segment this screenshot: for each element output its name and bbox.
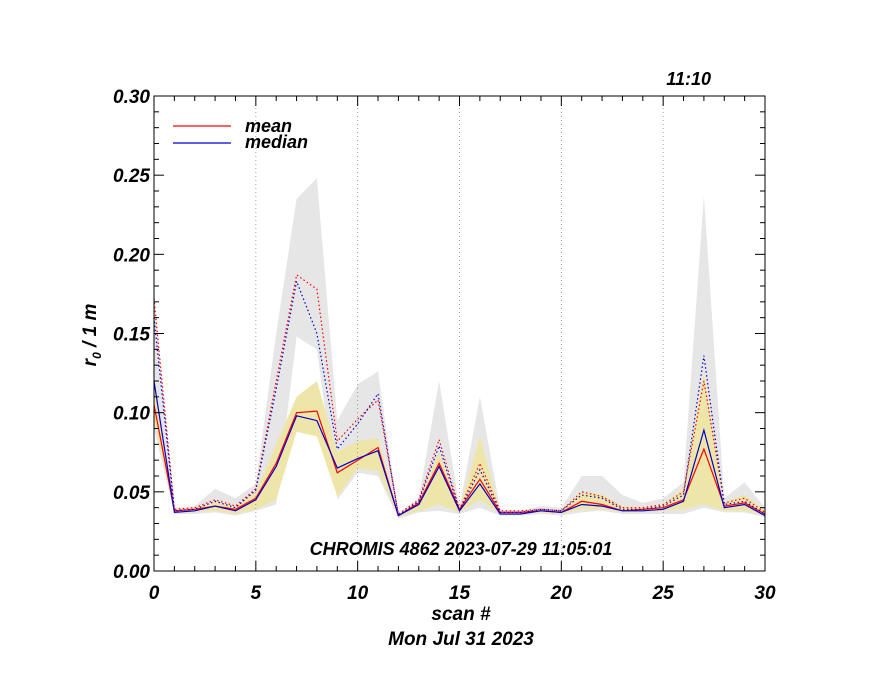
x-tick-label-15: 15 <box>449 583 471 604</box>
x-tick-label-0: 0 <box>149 583 160 604</box>
ticks-layer: 0 5 10 15 20 25 30 0.00 0.05 0.10 0.15 0.20 0.25 0.30 <box>113 87 776 604</box>
svg-text:r0 / 1 m: r0 / 1 m <box>80 304 104 367</box>
date-label: Mon Jul 31 2023 <box>388 629 534 650</box>
inner-band <box>154 373 765 518</box>
series-mean-dotted <box>153 273 766 516</box>
x-tick-label-10: 10 <box>347 583 369 604</box>
x-tick-label-5: 5 <box>251 583 262 604</box>
series-median-solid <box>153 380 766 517</box>
time-label: 11:10 <box>666 69 711 89</box>
y-axis-title: r0 / 1 m <box>80 304 104 367</box>
annotation-text: CHROMIS 4862 2023-07-29 11:05:01 <box>310 539 613 559</box>
bands-layer <box>154 178 765 519</box>
outer-band <box>154 178 765 519</box>
y-tick-label-0: 0.00 <box>113 562 150 583</box>
x-tick-label-25: 25 <box>652 583 675 604</box>
legend-label-mean: mean <box>245 116 292 136</box>
legend-label-median: median <box>245 132 308 152</box>
y-tick-label-6: 0.30 <box>113 87 150 108</box>
y-axis-title-sub: 0 <box>90 352 104 359</box>
lines-layer <box>153 273 766 517</box>
y-tick-label-3: 0.15 <box>113 325 150 346</box>
legend: mean median <box>173 116 308 152</box>
x-tick-label-20: 20 <box>550 583 573 604</box>
series-median-dotted <box>153 279 766 517</box>
x-axis-title: scan # <box>431 604 491 625</box>
y-axis-title-rest: / 1 m <box>80 304 101 353</box>
y-axis-title-main: r <box>80 357 101 366</box>
y-tick-label-1: 0.05 <box>113 483 150 504</box>
y-tick-label-4: 0.20 <box>113 245 150 266</box>
x-tick-label-30: 30 <box>754 583 776 604</box>
y-tick-label-5: 0.25 <box>113 166 150 187</box>
y-tick-label-2: 0.10 <box>113 404 150 425</box>
